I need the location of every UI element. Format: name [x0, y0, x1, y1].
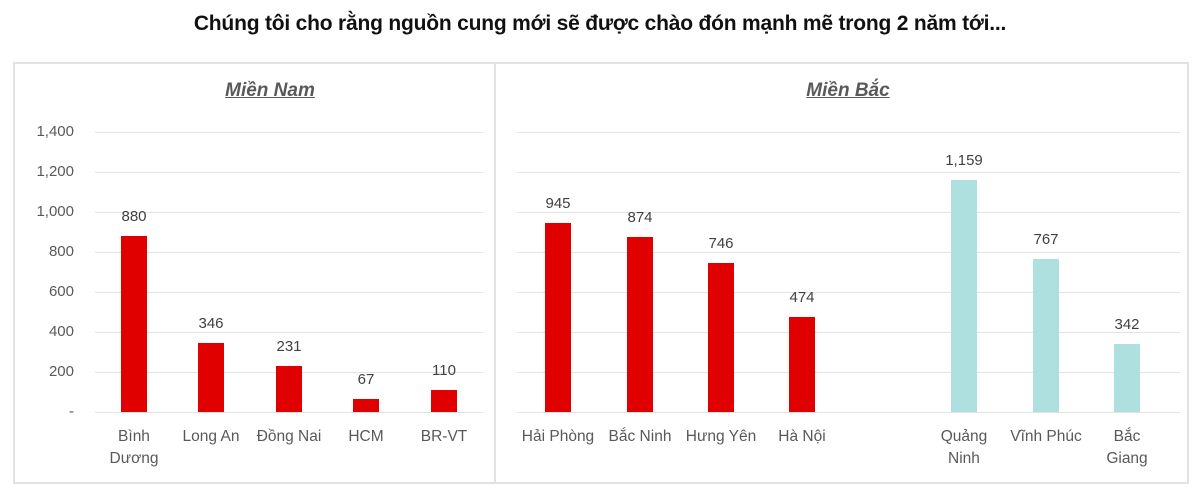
panel-title-south: Miền Nam — [225, 80, 315, 101]
north-value-label: 342 — [1114, 315, 1140, 333]
category-label-line: HCM — [348, 428, 384, 445]
north-bar — [1114, 343, 1140, 412]
gridline-north — [517, 252, 1180, 253]
panel-title-north: Miền Bắc — [806, 80, 890, 101]
gridline-south — [95, 412, 483, 413]
north-category-label: Vĩnh Phúc — [1001, 426, 1091, 448]
y-tick-label: 600 — [48, 283, 74, 300]
category-label-line: Long An — [182, 428, 240, 445]
gridline-south — [95, 252, 483, 253]
north-category-label: Quảng Ninh — [919, 426, 1009, 470]
north-value-label: 874 — [627, 209, 653, 227]
south-category-label: HCM — [321, 426, 411, 448]
north-category-label: Hưng Yên — [676, 426, 766, 448]
category-label-line: Bình — [118, 428, 150, 445]
north-bar — [545, 223, 571, 412]
south-bar — [353, 398, 379, 412]
south-bar — [276, 365, 302, 412]
gridline-north — [517, 372, 1180, 373]
category-label-line: Bắc — [1113, 428, 1141, 445]
north-bar — [951, 180, 977, 412]
y-tick-label: - — [69, 403, 74, 420]
y-tick-label: 1,400 — [36, 123, 74, 140]
gridline-south — [95, 172, 483, 173]
south-category-label: BR-VT — [399, 426, 489, 448]
gridline-south — [95, 212, 483, 213]
panel-north — [494, 62, 1189, 484]
south-value-label: 67 — [357, 370, 375, 388]
south-category-label: Long An — [166, 426, 256, 448]
north-bar — [789, 317, 815, 412]
south-category-label: Đồng Nai — [244, 426, 334, 448]
category-label-line: Quảng — [940, 428, 988, 445]
north-bar — [627, 237, 653, 412]
category-label-line: Giang — [1106, 450, 1148, 467]
south-value-label: 110 — [432, 362, 456, 379]
y-tick-label: 400 — [48, 323, 74, 340]
north-value-label: 945 — [545, 195, 571, 212]
category-label-line: Ninh — [948, 450, 980, 467]
gridline-south — [95, 132, 483, 133]
south-value-label: 231 — [276, 337, 302, 355]
category-label-line: Đồng Nai — [256, 428, 322, 445]
north-value-label: 474 — [789, 289, 815, 307]
south-bar — [431, 390, 457, 412]
gridline-north — [517, 172, 1180, 173]
south-value-label: 880 — [121, 208, 147, 225]
y-tick-label: 1,200 — [36, 163, 74, 180]
south-bar — [121, 236, 147, 412]
category-label-line: Dương — [109, 450, 159, 467]
category-label-line: Hà Nội — [778, 428, 826, 445]
gridline-north — [517, 412, 1180, 413]
north-category-label: Hà Nội — [757, 426, 847, 448]
north-category-label: Bắc Giang — [1082, 426, 1172, 470]
south-category-label: Bình Dương — [89, 426, 179, 470]
north-category-label: Hải Phòng — [513, 426, 603, 448]
category-label-line: Bắc Ninh — [608, 428, 672, 445]
gridline-north — [517, 292, 1180, 293]
gridline-south — [95, 332, 483, 333]
y-tick-label: 1,000 — [36, 203, 74, 220]
north-value-label: 746 — [708, 234, 734, 252]
south-value-label: 346 — [198, 314, 224, 332]
panel-south — [13, 62, 496, 484]
north-value-label: 767 — [1033, 230, 1059, 248]
north-bar — [1033, 258, 1059, 412]
north-bar — [708, 262, 734, 412]
gridline-north — [517, 132, 1180, 133]
north-category-label: Bắc Ninh — [595, 426, 685, 448]
gridline-north — [517, 332, 1180, 333]
y-tick-label: 800 — [48, 243, 74, 260]
category-label-line: Hưng Yên — [685, 428, 757, 445]
category-label-line: BR-VT — [420, 428, 468, 445]
chart-title: Chúng tôi cho rằng nguồn cung mới sẽ đượ… — [193, 12, 1007, 35]
north-value-label: 1,159 — [945, 152, 983, 170]
gridline-south — [95, 292, 483, 293]
y-tick-label: 200 — [48, 363, 74, 380]
category-label-line: Hải Phòng — [521, 428, 595, 445]
category-label-line: Vĩnh Phúc — [1010, 428, 1082, 445]
south-bar — [198, 342, 224, 412]
gridline-north — [517, 212, 1180, 213]
